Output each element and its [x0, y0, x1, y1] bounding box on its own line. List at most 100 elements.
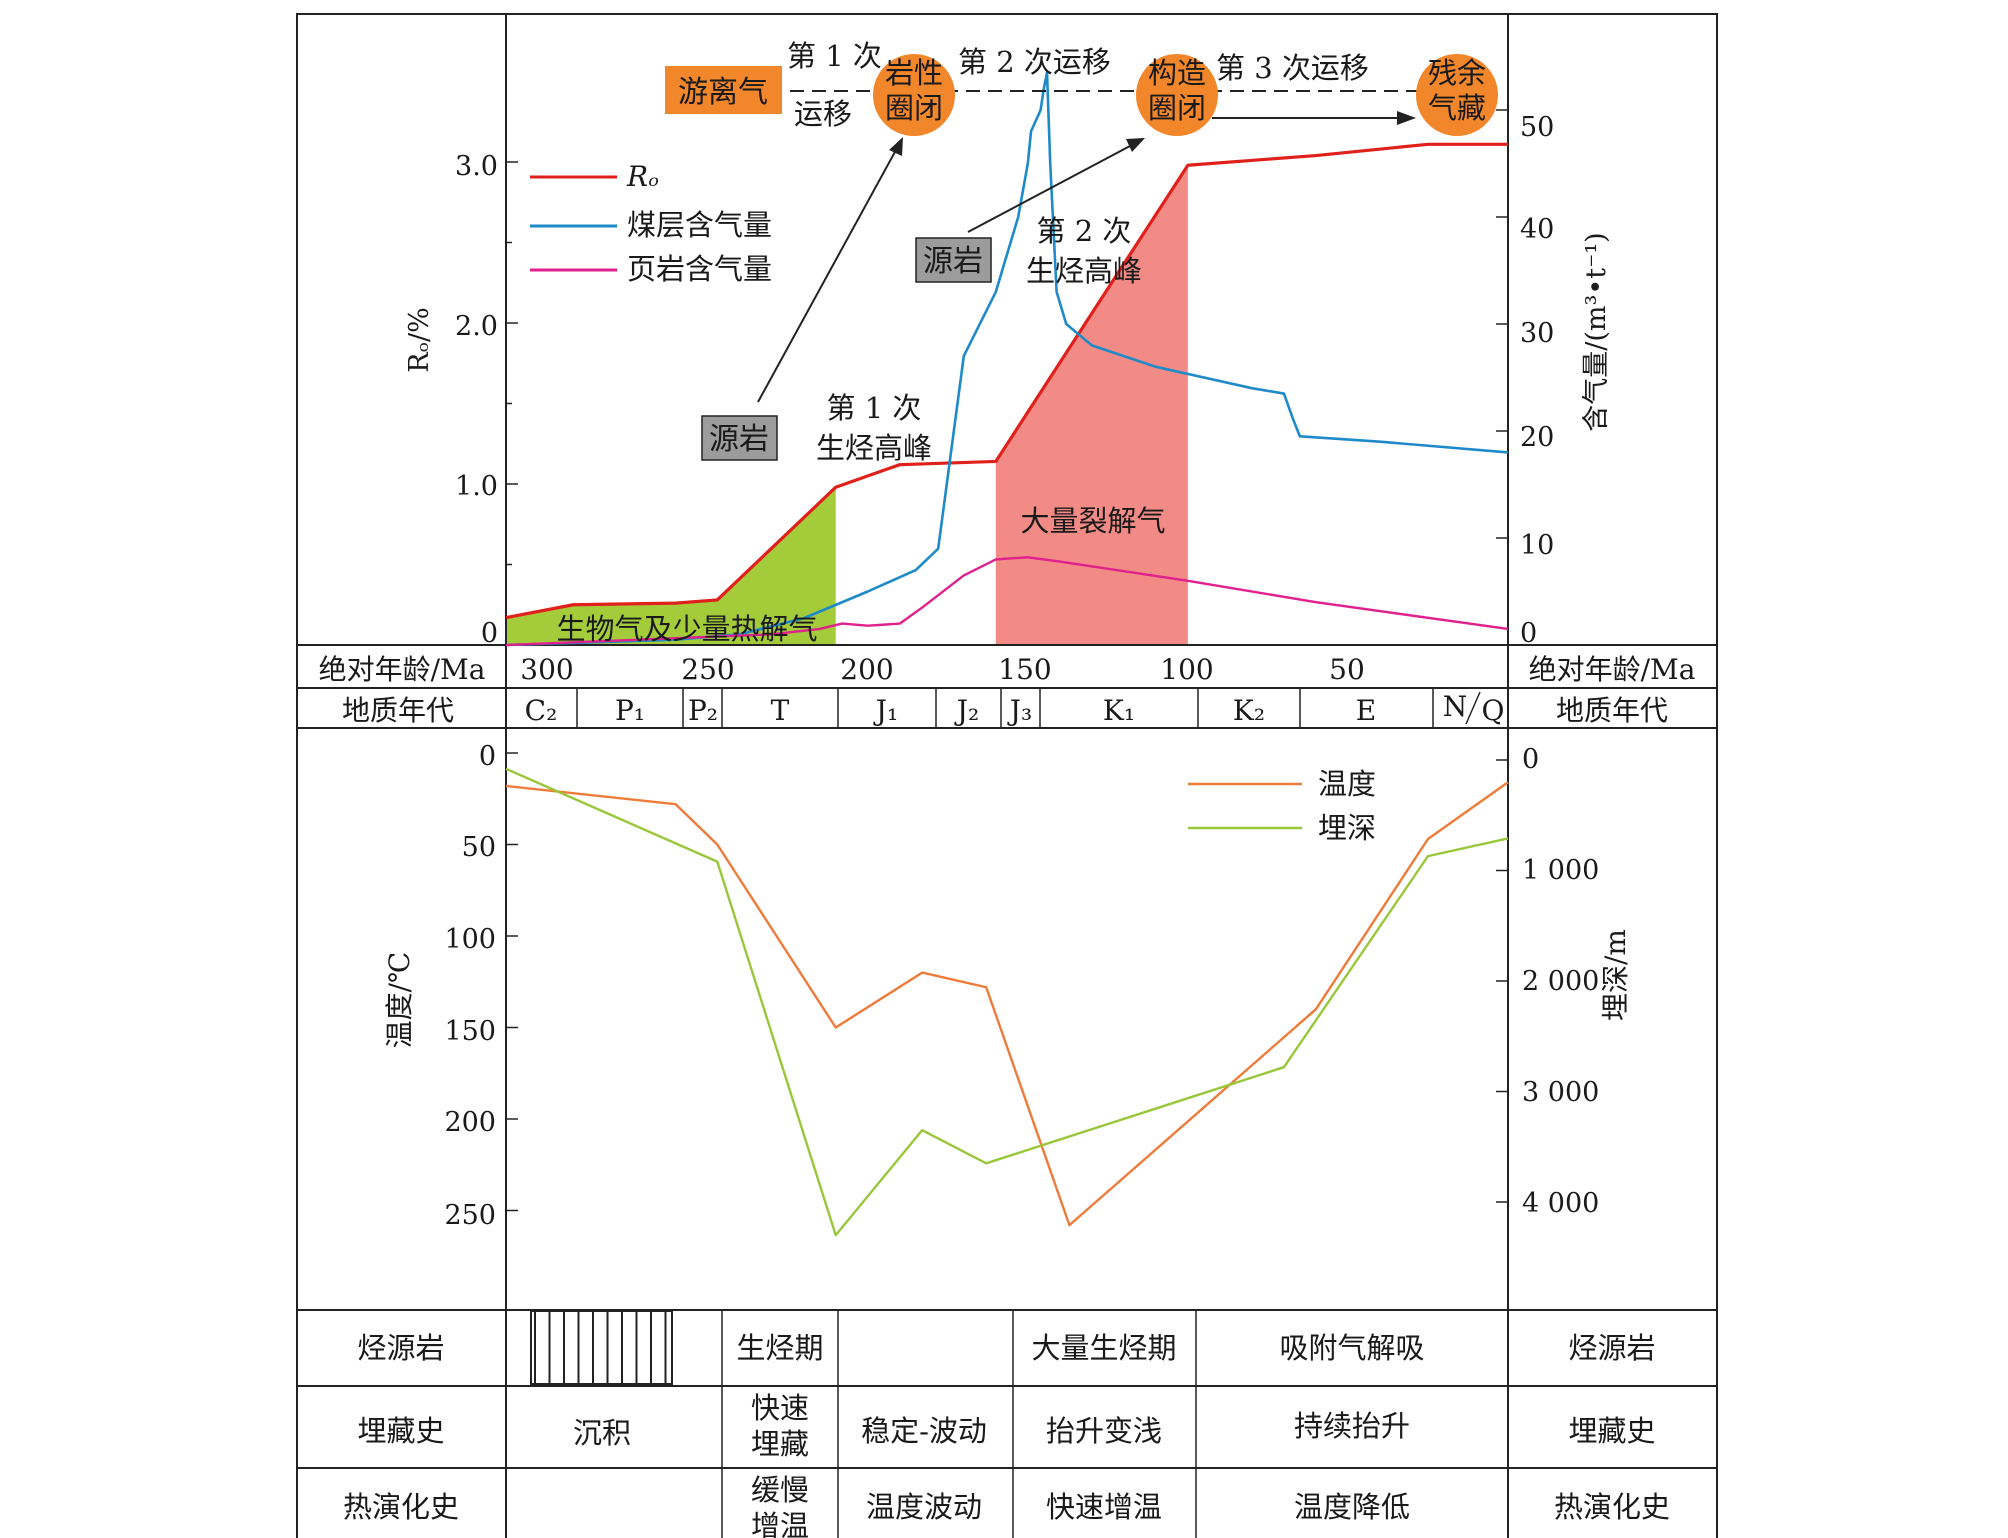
bottom-legend: 温度 埋深	[1188, 767, 1376, 845]
tick-label: 1.0	[455, 471, 498, 502]
table-dividers	[721, 1310, 1197, 1538]
tick-label: 2 000	[1522, 966, 1599, 997]
migration1-bottom: 运移	[794, 97, 852, 131]
row-label-right: 热演化史	[1554, 1490, 1670, 1524]
legend-shale-label: 页岩含气量	[627, 252, 772, 286]
bio-gas-label: 生物气及少量热解气	[556, 612, 817, 646]
bottom-right-axis-label: 埋深/m	[1599, 929, 1632, 1021]
peak2-line1: 第 2 次	[1037, 214, 1132, 248]
tick-label: 4 000	[1522, 1188, 1599, 1219]
period-label: T	[771, 694, 790, 727]
cracking-gas-label: 大量裂解气	[1020, 504, 1165, 538]
top-right-axis	[1496, 109, 1508, 646]
summary-table: 烃源岩 生烃期 大量生烃期 吸附气解吸 烃源岩 埋藏史 沉积 快速埋藏 稳定-波…	[343, 1331, 1670, 1538]
residual-gas-node	[1416, 54, 1498, 136]
legend-depth-label: 埋深	[1318, 811, 1376, 845]
age-tick: 100	[1160, 653, 1213, 686]
row-label: 埋藏史	[357, 1414, 444, 1448]
structural-trap-node	[1136, 54, 1218, 136]
top-left-tick-labels: 0 1.0 2.0 3.0	[455, 151, 498, 649]
table-cell: 大量生烃期	[1031, 1331, 1176, 1365]
legend-ro-label: Rₒ	[626, 160, 659, 193]
arrow-head	[1397, 111, 1416, 125]
top-left-axis-label: Rₒ/%	[404, 307, 435, 372]
age-tick: 150	[998, 653, 1051, 686]
source-rock-boxes: 源岩 源岩	[701, 237, 992, 461]
series-coal-gas-line	[505, 71, 1509, 647]
free-gas-box	[665, 66, 782, 114]
tick-label: 250	[444, 1200, 496, 1231]
top-left-axis	[506, 161, 518, 646]
period-label: N	[1443, 690, 1468, 723]
bottom-right-tick-labels: 0 1 000 2 000 3 000 4 000	[1522, 744, 1599, 1219]
tick-label: 30	[1520, 318, 1554, 349]
age-tick: 50	[1329, 653, 1365, 686]
period-row-label-right: 地质年代	[1556, 694, 1668, 727]
table-cell: 持续抬升	[1294, 1409, 1410, 1443]
struct-trap-line2: 圈闭	[1148, 91, 1206, 125]
tick-label: 3 000	[1522, 1077, 1599, 1108]
bottom-right-axis	[1496, 759, 1508, 1203]
age-row-label-right: 绝对年龄/Ma	[1529, 653, 1696, 686]
top-right-axis-label: 含气量/(m³•t⁻¹)	[1581, 232, 1612, 431]
table-cell-multiline: 缓慢增温	[751, 1473, 809, 1538]
tick-label: 20	[1520, 422, 1554, 453]
migration3-label: 第 3 次运移	[1216, 51, 1369, 85]
source-rock-b-label: 源岩	[923, 244, 983, 279]
arrow-head	[1126, 138, 1145, 152]
legend-coal-label: 煤层含气量	[627, 208, 772, 242]
peak2-line2: 生烃高峰	[1026, 254, 1142, 288]
struct-trap-line1: 构造	[1148, 56, 1206, 90]
period-label: K₂	[1233, 694, 1265, 727]
period-row-label-left: 地质年代	[342, 694, 454, 727]
series-ro-line	[505, 142, 1508, 620]
bottom-left-tick-labels: 0 50 100 150 200 250	[444, 741, 496, 1231]
tick-label: 100	[444, 924, 496, 955]
tick-label: 0	[1520, 618, 1537, 649]
peak1-line2: 生烃高峰	[816, 431, 932, 465]
age-row: 绝对年龄/Ma 绝对年龄/Ma 300 250 200 150 100 50	[319, 653, 1696, 686]
series-lines	[505, 71, 1509, 1237]
residual-line1: 残余	[1428, 56, 1486, 90]
period-label: J₂	[954, 694, 979, 727]
lith-trap-line1: 岩性	[885, 56, 943, 90]
table-cell: 沉积	[573, 1416, 631, 1450]
period-dividers	[576, 688, 1481, 728]
period-label: J₃	[1007, 694, 1032, 727]
series-temperature-line	[505, 781, 1509, 1227]
free-gas-label: 游离气	[678, 75, 768, 110]
age-tick: 200	[840, 653, 893, 686]
migration2-label: 第 2 次运移	[958, 45, 1111, 79]
top-legend: Rₒ 煤层含气量 页岩含气量	[530, 160, 772, 286]
table-cell: 吸附气解吸	[1279, 1331, 1424, 1365]
row-label-right: 埋藏史	[1568, 1414, 1655, 1448]
lith-trap-line2: 圈闭	[885, 91, 943, 125]
tick-label: 0	[1522, 744, 1539, 775]
tick-label: 0	[481, 618, 498, 649]
source-rock-box-b	[915, 237, 992, 283]
table-cell: 快速增温	[1046, 1490, 1162, 1524]
row-label-right: 烃源岩	[1568, 1331, 1655, 1365]
period-label: Q	[1482, 694, 1505, 727]
top-right-tick-labels: 0 10 20 30 40 50	[1520, 112, 1554, 649]
row-label: 热演化史	[343, 1490, 459, 1524]
tick-label: 50	[462, 832, 496, 863]
table-cell: 温度波动	[866, 1490, 982, 1524]
peak1-line1: 第 1 次	[827, 391, 922, 425]
source-rock-box-a	[701, 415, 778, 461]
series-shale-gas-line	[505, 556, 1509, 647]
period-label: E	[1356, 694, 1376, 727]
legend-temperature-label: 温度	[1318, 767, 1376, 801]
table-cell: 抬升变浅	[1046, 1414, 1162, 1448]
series-burial-depth-line	[505, 767, 1509, 1237]
residual-line2: 气藏	[1428, 91, 1486, 125]
tick-label: 2.0	[455, 311, 498, 342]
tick-label: 40	[1520, 214, 1554, 245]
tick-label: 200	[444, 1107, 496, 1138]
period-label: J₁	[873, 694, 898, 727]
age-row-label-left: 绝对年龄/Ma	[319, 653, 486, 686]
age-tick: 300	[520, 653, 573, 686]
migration-path: 游离气 第 1 次 运移 岩性 圈闭 第 2 次运移 构造 圈闭 第 3 次运移…	[665, 39, 1498, 403]
lithologic-trap-node	[873, 54, 955, 136]
